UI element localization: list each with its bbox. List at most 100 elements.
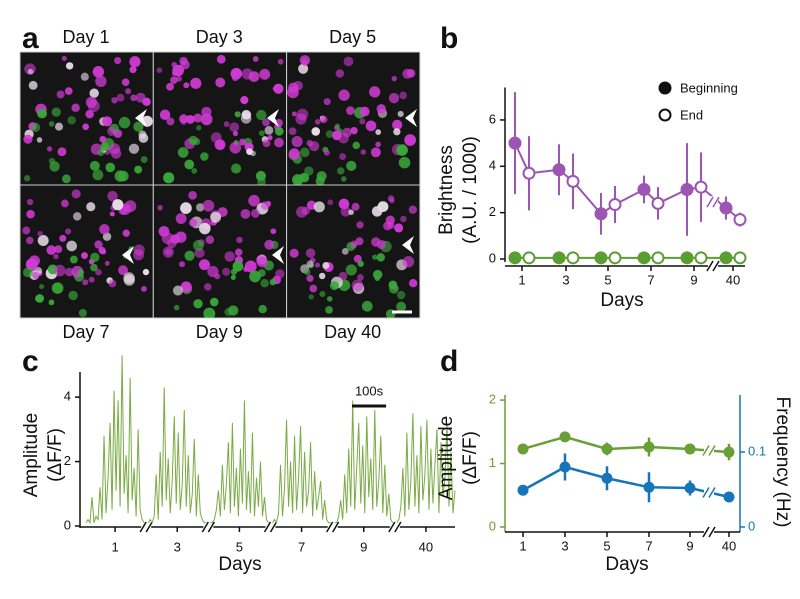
cell bbox=[35, 294, 45, 303]
image-tile bbox=[20, 52, 154, 185]
cell bbox=[175, 213, 187, 225]
point bbox=[680, 251, 694, 265]
arrowhead bbox=[122, 246, 134, 264]
cell bbox=[305, 248, 316, 258]
cell bbox=[156, 67, 163, 74]
cell bbox=[396, 290, 406, 300]
cell bbox=[230, 67, 243, 80]
cell bbox=[66, 240, 77, 252]
cell bbox=[396, 301, 407, 312]
point bbox=[694, 251, 708, 265]
axis-break bbox=[394, 521, 402, 533]
cell bbox=[80, 72, 89, 81]
cell bbox=[128, 143, 140, 154]
cell bbox=[72, 212, 82, 221]
cell bbox=[375, 141, 381, 148]
axis-break-gap bbox=[708, 260, 718, 272]
cell bbox=[183, 82, 190, 89]
axis-break-gap bbox=[327, 521, 338, 533]
cell bbox=[188, 191, 197, 200]
cell bbox=[65, 267, 74, 277]
cell bbox=[173, 304, 180, 311]
cell bbox=[376, 104, 387, 114]
y-tick-label: 1 bbox=[489, 455, 496, 470]
cell bbox=[114, 57, 122, 65]
cell bbox=[209, 297, 219, 307]
cell bbox=[163, 172, 175, 184]
cell bbox=[200, 152, 209, 161]
point bbox=[733, 213, 747, 227]
cell bbox=[109, 211, 115, 217]
cell bbox=[85, 109, 94, 119]
cell bbox=[370, 147, 381, 158]
cell bbox=[299, 147, 310, 158]
x-tick-label: 40 bbox=[419, 539, 433, 554]
cell bbox=[264, 239, 275, 250]
cell bbox=[130, 94, 137, 102]
cell bbox=[306, 260, 314, 268]
cell bbox=[196, 125, 202, 131]
cell bbox=[175, 231, 187, 243]
cell bbox=[294, 177, 301, 184]
image-tile bbox=[153, 52, 287, 185]
y2-tick-label: 0.1 bbox=[748, 443, 766, 458]
legend-label: Beginning bbox=[680, 80, 738, 95]
cell bbox=[374, 275, 381, 282]
cell bbox=[92, 66, 105, 78]
cell bbox=[408, 205, 418, 214]
cell bbox=[46, 146, 53, 152]
cell bbox=[234, 248, 243, 256]
image-tile bbox=[20, 185, 154, 318]
point bbox=[723, 491, 735, 503]
cell bbox=[408, 279, 418, 288]
cell bbox=[112, 199, 124, 211]
x-axis-label: Days bbox=[218, 554, 261, 575]
axis-break bbox=[708, 526, 716, 538]
cell bbox=[56, 90, 65, 99]
cell bbox=[274, 127, 284, 136]
cell bbox=[94, 240, 103, 249]
cell bbox=[193, 113, 203, 123]
axis-break bbox=[708, 487, 716, 498]
cell bbox=[77, 269, 84, 276]
cell bbox=[351, 279, 364, 292]
cell bbox=[345, 264, 357, 276]
cell bbox=[304, 268, 311, 276]
axis-break-gap bbox=[704, 526, 714, 538]
axis-break bbox=[702, 445, 710, 456]
cell bbox=[376, 253, 385, 262]
point bbox=[719, 201, 733, 215]
axis-break bbox=[702, 526, 710, 538]
point bbox=[637, 182, 651, 196]
cell bbox=[193, 299, 203, 309]
cell bbox=[78, 308, 87, 317]
legend-label: End bbox=[680, 107, 703, 122]
point bbox=[684, 443, 696, 455]
cell bbox=[287, 86, 299, 99]
cell bbox=[258, 304, 267, 314]
cell bbox=[82, 279, 89, 286]
cell bbox=[288, 148, 300, 160]
cell bbox=[288, 127, 297, 136]
cell bbox=[351, 202, 360, 211]
cell bbox=[231, 163, 242, 174]
y-tick-label: 0 bbox=[64, 517, 71, 532]
cell bbox=[184, 250, 195, 261]
panel-label: d bbox=[440, 345, 458, 378]
cell bbox=[54, 122, 64, 131]
cell bbox=[65, 62, 74, 70]
cell bbox=[109, 143, 121, 155]
point bbox=[559, 431, 571, 443]
cell bbox=[391, 75, 397, 82]
cell bbox=[396, 144, 408, 156]
cell bbox=[314, 118, 321, 125]
cell bbox=[180, 202, 192, 214]
cell bbox=[323, 98, 331, 106]
y-tick-label: 6 bbox=[489, 111, 496, 126]
cell bbox=[57, 147, 67, 157]
arrowhead bbox=[135, 109, 147, 127]
cell bbox=[352, 141, 361, 150]
cell bbox=[338, 198, 350, 210]
cell bbox=[210, 211, 222, 223]
cell bbox=[332, 130, 342, 141]
